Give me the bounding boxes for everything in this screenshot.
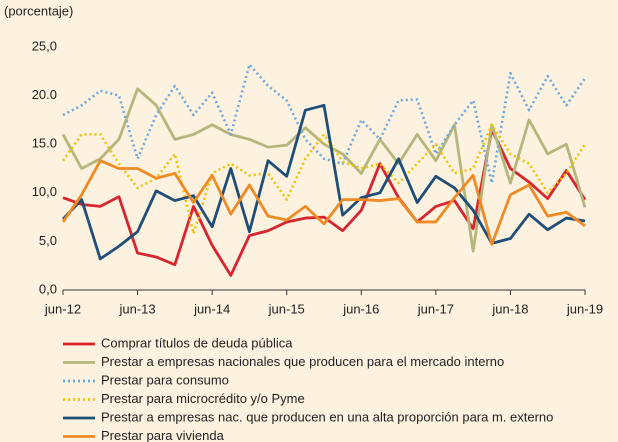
x-tick-label: jun-12 xyxy=(44,301,81,316)
legend-label: Prestar a empresas nacionales que produc… xyxy=(101,354,504,369)
series-line xyxy=(61,103,586,261)
x-tick-label: jun-13 xyxy=(119,301,156,316)
legend-label: Prestar para microcrédito y/o Pyme xyxy=(101,391,305,406)
x-tick-label: jun-14 xyxy=(193,301,230,316)
y-axis-label: (porcentaje) xyxy=(4,3,73,18)
legend-label: Prestar para consumo xyxy=(101,372,229,387)
y-tick-label: 10,0 xyxy=(32,184,57,199)
legend-label: Prestar para vivienda xyxy=(101,428,225,442)
series-line xyxy=(61,87,587,253)
x-tick-label: jun-18 xyxy=(491,301,528,316)
legend-label: Prestar a empresas nac. que producen en … xyxy=(101,409,553,424)
series-line xyxy=(61,123,587,235)
x-tick-label: jun-15 xyxy=(268,301,305,316)
legend-label: Comprar títulos de deuda pública xyxy=(101,335,293,350)
x-tick-label: jun-19 xyxy=(566,301,603,316)
y-tick-label: 20.0 xyxy=(32,87,57,102)
y-tick-label: 0,0 xyxy=(39,281,57,296)
y-tick-label: 25,0 xyxy=(32,38,57,53)
series-line xyxy=(61,159,586,246)
y-tick-label: 15.0 xyxy=(32,136,57,151)
series-line xyxy=(62,63,587,185)
x-tick-label: jun-16 xyxy=(342,301,379,316)
x-tick-label: jun-17 xyxy=(417,301,454,316)
y-tick-label: 5,0 xyxy=(39,233,57,248)
